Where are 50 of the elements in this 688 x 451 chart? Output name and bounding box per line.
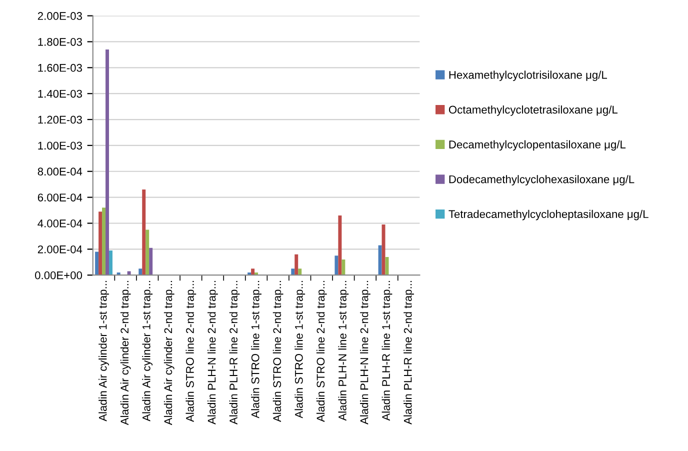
y-tick-label: 1.00E-03: [38, 142, 82, 150]
x-tick-label: Aladin Air cylinder 1-st trap...: [98, 280, 109, 422]
bar: [109, 250, 112, 276]
bar: [291, 268, 295, 276]
bar: [251, 268, 255, 276]
y-tick-label: 4.00E-04: [38, 220, 82, 228]
y-tick-label: 8.00E-04: [38, 168, 82, 176]
bar: [149, 248, 153, 276]
bar: [142, 190, 146, 276]
bar: [95, 252, 99, 276]
y-tick-label: 1.60E-03: [38, 64, 82, 72]
bar: [342, 260, 346, 276]
bar: [378, 245, 382, 276]
bar: [382, 224, 386, 276]
y-tick-label: 2.00E-04: [38, 245, 82, 254]
bar: [138, 268, 142, 276]
y-tick-label: 2.00E-03: [38, 12, 82, 20]
x-tick-label: Aladin STRO line 2-nd trap...: [316, 280, 327, 422]
x-tick-label: Aladin PLH-N line 2-nd trap...: [208, 280, 218, 424]
legend-label: Decamethylcyclopentasiloxane μg/L: [449, 140, 626, 151]
bar: [98, 212, 102, 276]
bar: [146, 230, 150, 276]
bar: [338, 215, 342, 276]
x-tick-label: Aladin STRO line 2-nd trap...: [186, 280, 196, 422]
x-tick-label: Aladin STRO line 1-st trap...: [251, 280, 262, 418]
bar: [102, 208, 106, 276]
bar: [298, 268, 302, 276]
bar: [106, 49, 109, 276]
legend-label: Hexamethylcyclotrisiloxane μg/L: [449, 70, 608, 82]
x-tick-label: Aladin Air cylinder 1-st trap...: [142, 280, 153, 422]
y-tick-label: 6.00E-04: [38, 194, 82, 202]
x-tick-label: Aladin PLH-N line 2-nd trap...: [360, 280, 370, 424]
legend-label: Octamethylcyclotetrasiloxane μg/L: [448, 105, 618, 116]
bar: [127, 271, 131, 276]
x-tick-label: Aladin PLH-R line 1-st trap...: [382, 280, 392, 421]
x-tick-label: Aladin STRO line 1-st trap...: [294, 280, 306, 418]
x-tick-label: Aladin PLH-N line 1-st trap...: [338, 280, 349, 421]
y-tick-label: 1.80E-03: [38, 38, 82, 46]
legend-label: Dodecamethylcyclohexasiloxane μg/L: [449, 175, 634, 186]
bar: [334, 256, 338, 276]
x-tick-label: Aladin PLH-R line 2-nd trap...: [229, 280, 240, 424]
x-tick-label: Aladin PLH-R line 2-nd trap...: [404, 280, 414, 424]
legend-label: Tetradecamethylcycloheptasiloxane μg/L: [448, 210, 648, 220]
x-tick-label: Aladin STRO line 2-nd trap...: [272, 280, 284, 422]
y-tick-label: 0.00E+00: [35, 271, 82, 280]
bar: [294, 254, 298, 276]
x-tick-label: Aladin Air cylinder 2-nd trap...: [164, 280, 174, 426]
x-tick-label: Aladin Air cylinder 2-nd trap...: [120, 280, 131, 426]
y-tick-label: 1.40E-03: [38, 90, 82, 98]
y-tick-label: 1.20E-03: [38, 116, 82, 124]
